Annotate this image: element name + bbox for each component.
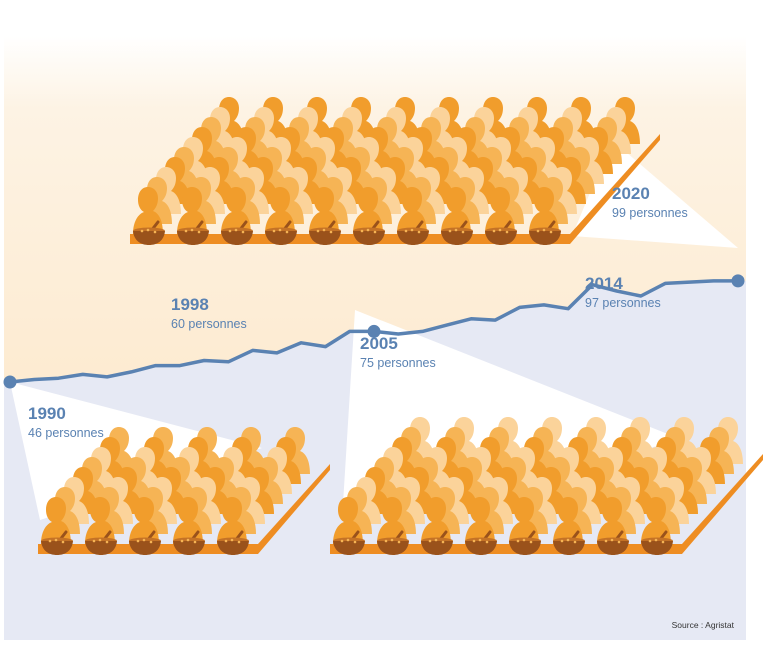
annotation-year-2005: 2005	[360, 334, 398, 353]
annotation-text-2005: 75 personnes	[360, 356, 436, 370]
annotation-text-1998: 60 personnes	[171, 317, 247, 331]
annotation-year-1998: 1998	[171, 295, 209, 314]
source-note: Source : Agristat	[672, 620, 735, 630]
callout-wedge-2020	[572, 140, 738, 248]
people-group-2005	[330, 417, 763, 557]
annotation-text-2020: 99 personnes	[612, 206, 688, 220]
annotation-text-1990: 46 personnes	[28, 426, 104, 440]
marker-2005	[367, 324, 381, 338]
people-group-1990	[38, 427, 330, 557]
annotation-year-1990: 1990	[28, 404, 66, 423]
annotation-year-2020: 2020	[612, 184, 650, 203]
marker-2020	[731, 274, 745, 288]
annotation-year-2014: 2014	[585, 274, 623, 293]
annotation-text-2014: 97 personnes	[585, 296, 661, 310]
marker-1990	[3, 375, 17, 389]
crowd-platform-2005	[330, 454, 763, 554]
